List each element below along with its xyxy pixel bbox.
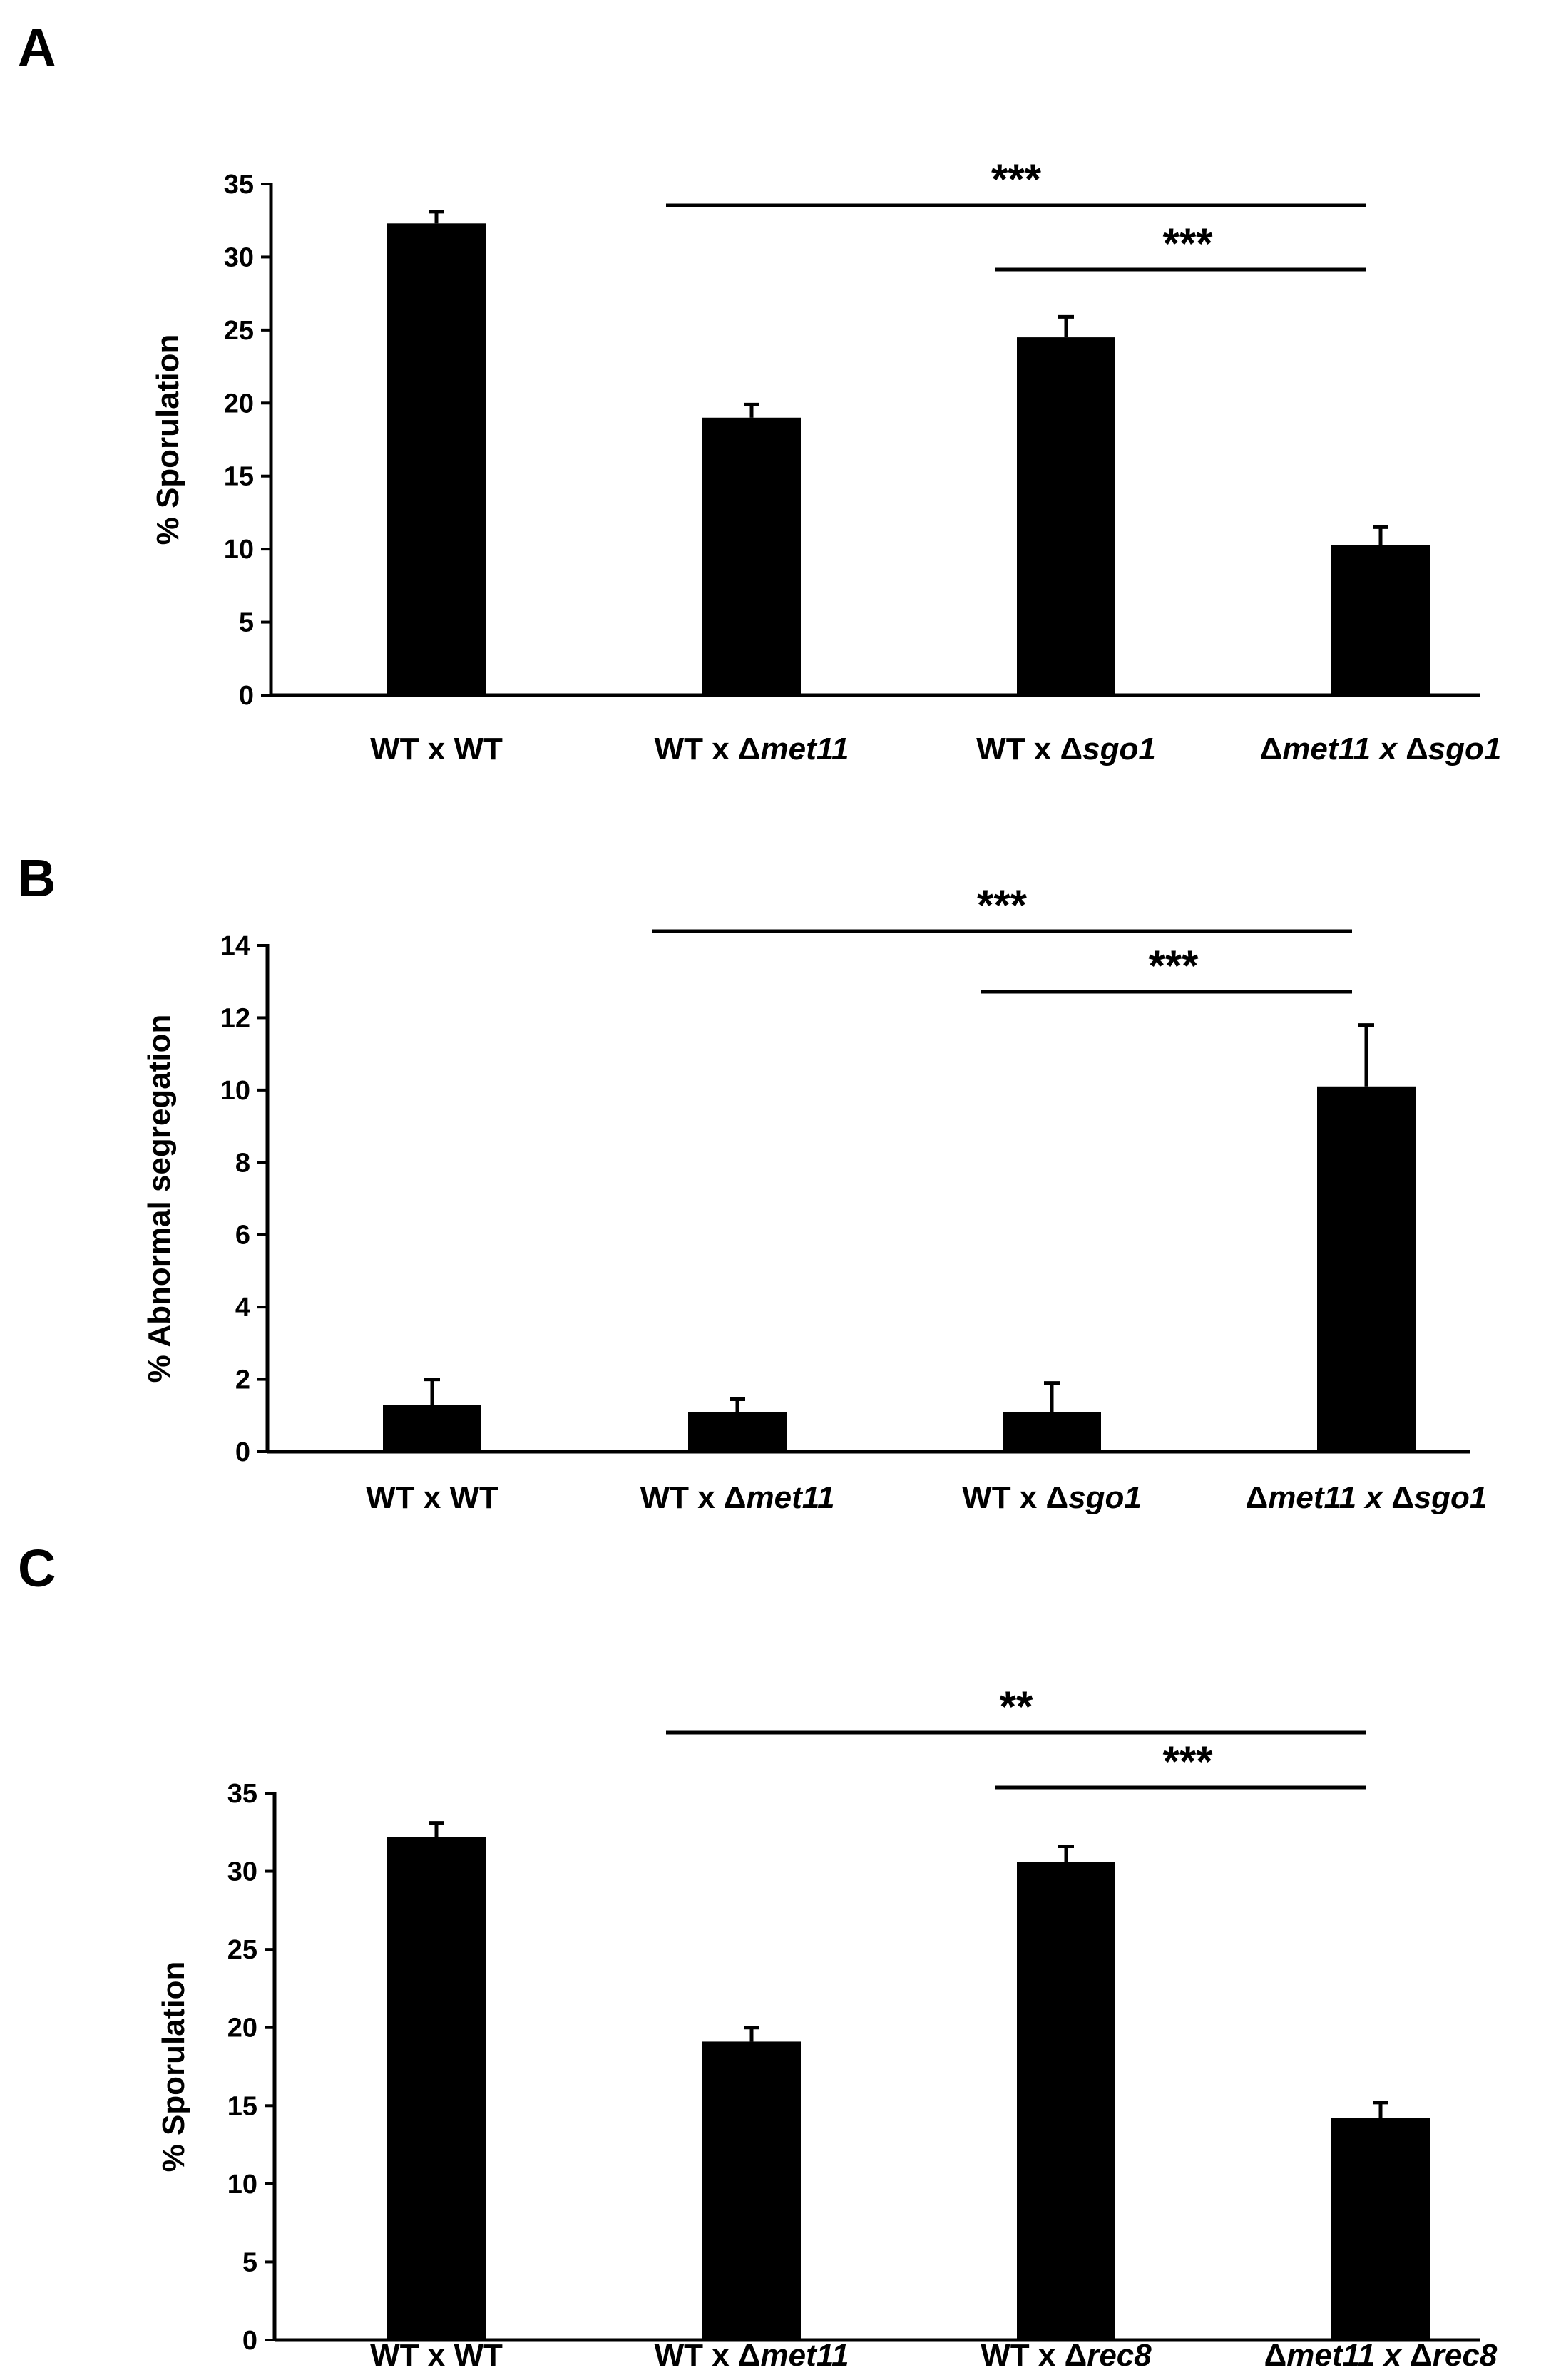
bar <box>702 417 801 695</box>
category-label: Δmet11 x Δsgo1 <box>1260 732 1502 766</box>
category-label: WT x Δrec8 <box>981 2338 1152 2373</box>
chart-panel-a: A 0 5 10 15 20 25 30 35 % Sporulation WT x WT WT x … <box>18 18 1501 766</box>
y-tick-label: 35 <box>227 1779 257 1809</box>
category-label: WT x WT <box>366 1480 498 1515</box>
significance-label: ** <box>1000 1683 1033 1730</box>
y-tick-label: 30 <box>227 1857 257 1887</box>
y-tick-label: 0 <box>239 681 254 711</box>
significance-label: *** <box>991 155 1042 203</box>
y-axis-label: % Sporulation <box>150 334 185 545</box>
category-label: WT x Δmet11 <box>655 732 849 766</box>
bar <box>1003 1412 1101 1452</box>
y-tick-label: 15 <box>227 2091 257 2121</box>
category-label: WT x Δsgo1 <box>962 1480 1142 1515</box>
bar <box>1331 2118 1430 2340</box>
y-tick-label: 30 <box>224 242 254 272</box>
bar <box>688 1412 787 1452</box>
y-tick-label: 35 <box>224 170 254 200</box>
y-tick-label: 5 <box>239 608 254 638</box>
category-label: WT x Δsgo1 <box>976 732 1156 766</box>
y-tick-label: 4 <box>235 1293 250 1323</box>
chart-panel-c: C 0 5 10 15 20 25 30 35 % Sporulation WT x WT WT x … <box>18 1539 1498 2373</box>
panel-letter: A <box>18 18 56 77</box>
bar <box>383 1405 481 1452</box>
y-axis-label: % Abnormal segregation <box>142 1015 177 1383</box>
y-tick-label: 5 <box>242 2247 257 2277</box>
significance-label: *** <box>1148 942 1199 990</box>
panel-letter: C <box>18 1539 56 1598</box>
bar <box>1331 544 1430 695</box>
y-tick-label: 0 <box>235 1437 250 1467</box>
category-label: WT x WT <box>370 2338 503 2373</box>
category-label: WT x Δmet11 <box>655 2338 849 2373</box>
y-axis-label: % Sporulation <box>156 1961 191 2173</box>
bar <box>1017 1862 1115 2340</box>
significance-label: *** <box>1162 220 1213 267</box>
chart-panel-b: B 0 2 4 6 8 10 12 14 % Abnormal segregation WT x W… <box>18 848 1487 1515</box>
y-tick-label: 14 <box>220 931 250 961</box>
y-tick-label: 20 <box>227 2014 257 2043</box>
significance-label: *** <box>1162 1738 1213 1785</box>
y-tick-label: 10 <box>227 2170 257 2200</box>
y-tick-label: 10 <box>224 535 254 565</box>
bar <box>387 223 486 696</box>
category-label: WT x Δmet11 <box>640 1480 835 1515</box>
bar <box>1017 337 1115 695</box>
significance-label: *** <box>977 881 1028 929</box>
y-tick-label: 2 <box>235 1365 250 1395</box>
category-label: Δmet11 x Δrec8 <box>1264 2338 1498 2373</box>
y-tick-label: 15 <box>224 462 254 492</box>
y-tick-label: 10 <box>220 1076 250 1106</box>
y-tick-label: 0 <box>242 2326 257 2356</box>
y-tick-label: 25 <box>227 1935 257 1965</box>
y-tick-label: 12 <box>220 1003 250 1033</box>
y-tick-label: 20 <box>224 389 254 419</box>
y-tick-label: 8 <box>235 1148 250 1178</box>
category-label: Δmet11 x Δsgo1 <box>1246 1480 1488 1515</box>
bar <box>1317 1086 1416 1452</box>
y-tick-label: 6 <box>235 1221 250 1251</box>
bar <box>702 2041 801 2340</box>
category-label: WT x WT <box>370 732 503 766</box>
panel-letter: B <box>18 848 56 908</box>
bar <box>387 1837 486 2340</box>
y-tick-label: 25 <box>224 316 254 346</box>
